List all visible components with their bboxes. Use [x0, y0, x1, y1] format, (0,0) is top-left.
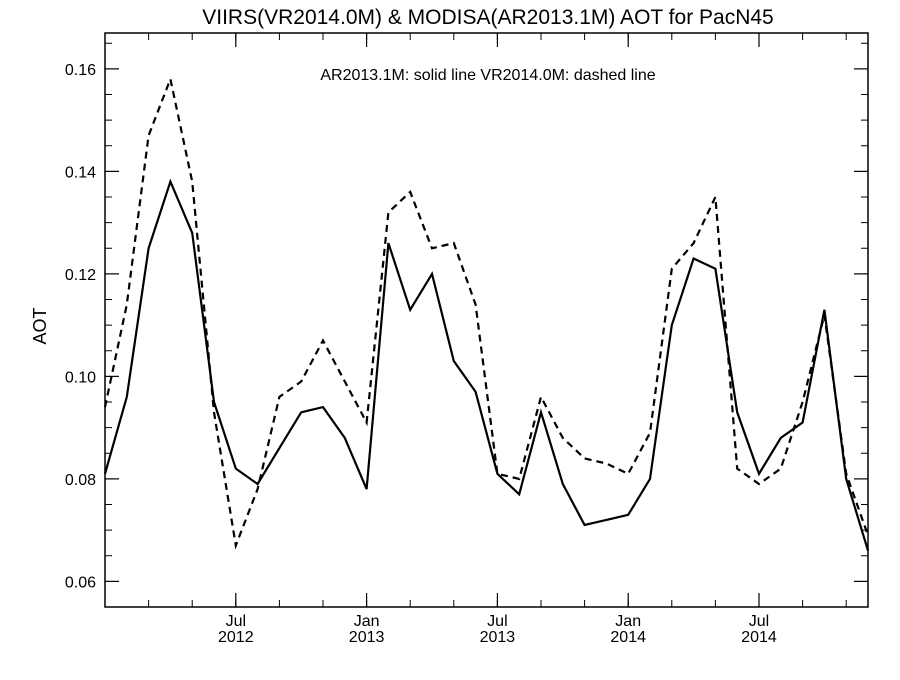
chart-annotation: AR2013.1M: solid line VR2014.0M: dashed …	[320, 67, 655, 84]
x-tick-month-label: Jul	[749, 613, 769, 630]
y-axis-label: AOT	[30, 307, 50, 344]
x-tick-month-label: Jan	[615, 613, 641, 630]
x-tick-year-label: 2013	[349, 629, 385, 646]
y-tick-label: 0.12	[65, 267, 96, 284]
x-tick-year-label: 2014	[741, 629, 777, 646]
y-tick-label: 0.06	[65, 574, 96, 591]
x-tick-year-label: 2013	[480, 629, 516, 646]
series-line-vr2014-0m	[103, 75, 870, 550]
series-line-ar2013-1m	[103, 178, 870, 551]
y-tick-label: 0.10	[65, 369, 96, 386]
plot-frame	[104, 32, 869, 608]
series-layer	[103, 75, 870, 551]
x-tick-month-label: Jul	[487, 613, 507, 630]
y-tick-label: 0.16	[65, 62, 96, 79]
y-tick-label: 0.08	[65, 472, 96, 489]
chart-title: VIIRS(VR2014.0M) & MODISA(AR2013.1M) AOT…	[202, 6, 773, 29]
x-tick-year-label: 2014	[610, 629, 646, 646]
x-tick-year-label: 2012	[218, 629, 254, 646]
x-tick-month-label: Jan	[354, 613, 380, 630]
ticks-layer: 0.060.080.100.120.140.16Jul2012Jan2013Ju…	[65, 33, 868, 646]
x-tick-month-label: Jul	[226, 613, 246, 630]
y-tick-label: 0.14	[65, 164, 96, 181]
